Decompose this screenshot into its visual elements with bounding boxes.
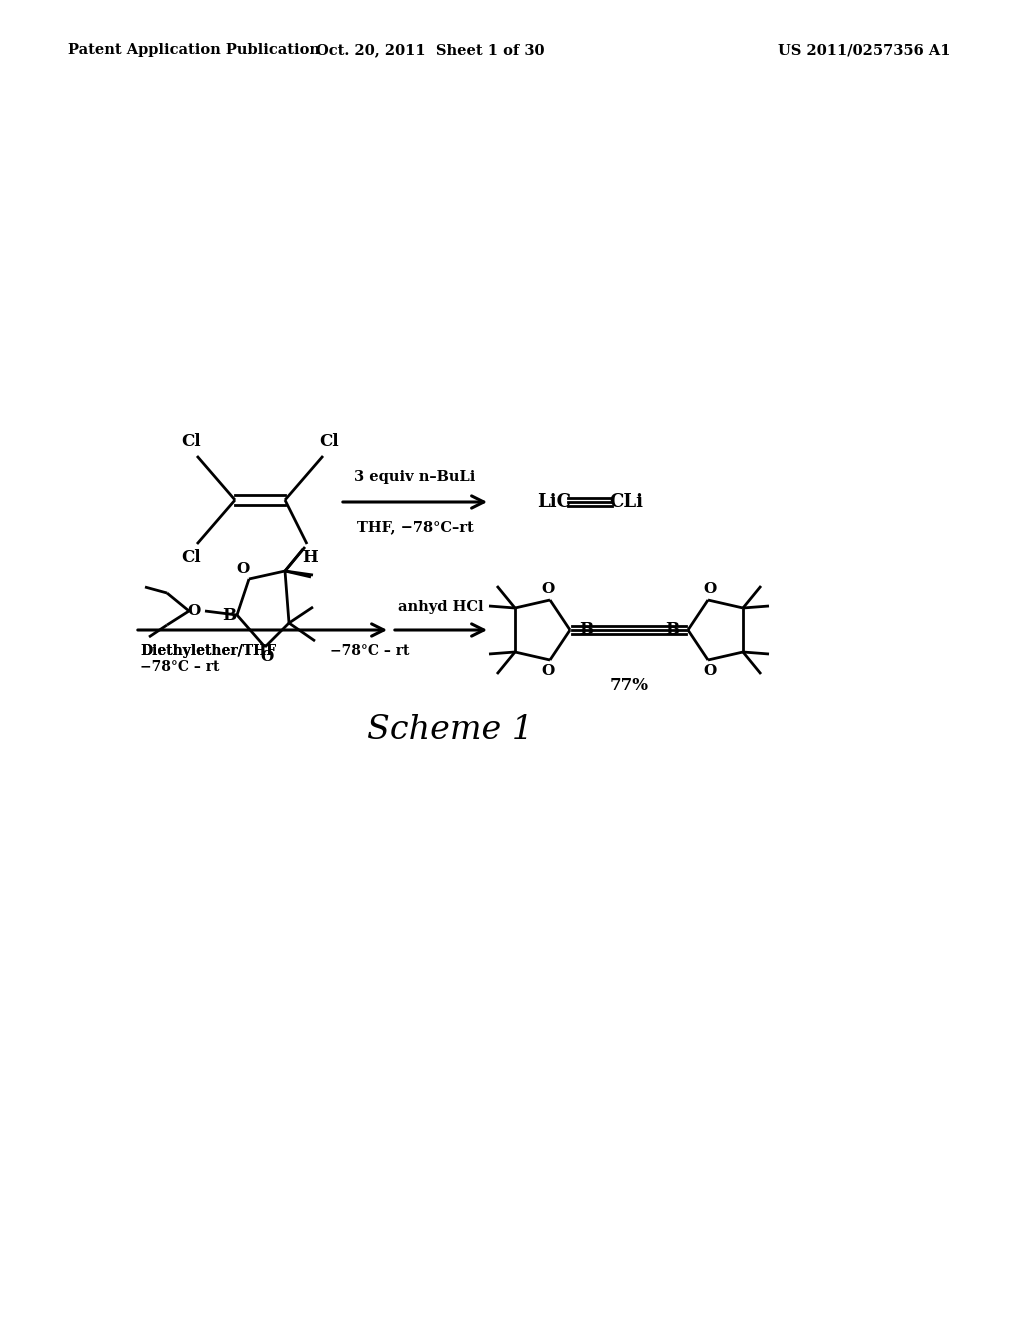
Text: 3 equiv n–BuLi: 3 equiv n–BuLi	[354, 470, 476, 484]
Text: O: O	[703, 582, 717, 597]
Text: LiC: LiC	[537, 492, 571, 511]
Text: Scheme 1: Scheme 1	[367, 714, 534, 746]
Text: THF, −78°C–rt: THF, −78°C–rt	[356, 520, 473, 535]
Text: O: O	[237, 562, 250, 576]
Text: O: O	[542, 664, 555, 678]
Text: Patent Application Publication: Patent Application Publication	[68, 44, 319, 57]
Text: anhyd HCl: anhyd HCl	[398, 601, 483, 614]
Text: O: O	[542, 582, 555, 597]
Text: −78°C – rt: −78°C – rt	[140, 660, 219, 675]
Text: Diethylether/THF: Diethylether/THF	[140, 644, 276, 657]
Text: B: B	[665, 622, 679, 639]
Text: 77%: 77%	[609, 676, 648, 693]
Text: Cl: Cl	[319, 433, 339, 450]
Text: −78°C – rt: −78°C – rt	[330, 644, 410, 657]
Text: Oct. 20, 2011  Sheet 1 of 30: Oct. 20, 2011 Sheet 1 of 30	[315, 44, 544, 57]
Text: O: O	[703, 664, 717, 678]
Text: H: H	[302, 549, 317, 566]
Text: US 2011/0257356 A1: US 2011/0257356 A1	[777, 44, 950, 57]
Text: Cl: Cl	[181, 549, 201, 566]
Text: B: B	[579, 622, 593, 639]
Text: O: O	[260, 649, 273, 664]
Text: Cl: Cl	[181, 433, 201, 450]
Text: B: B	[222, 606, 237, 623]
Text: O: O	[187, 605, 201, 618]
Text: CLi: CLi	[609, 492, 643, 511]
Text: Diethylether/THF: Diethylether/THF	[140, 644, 276, 657]
